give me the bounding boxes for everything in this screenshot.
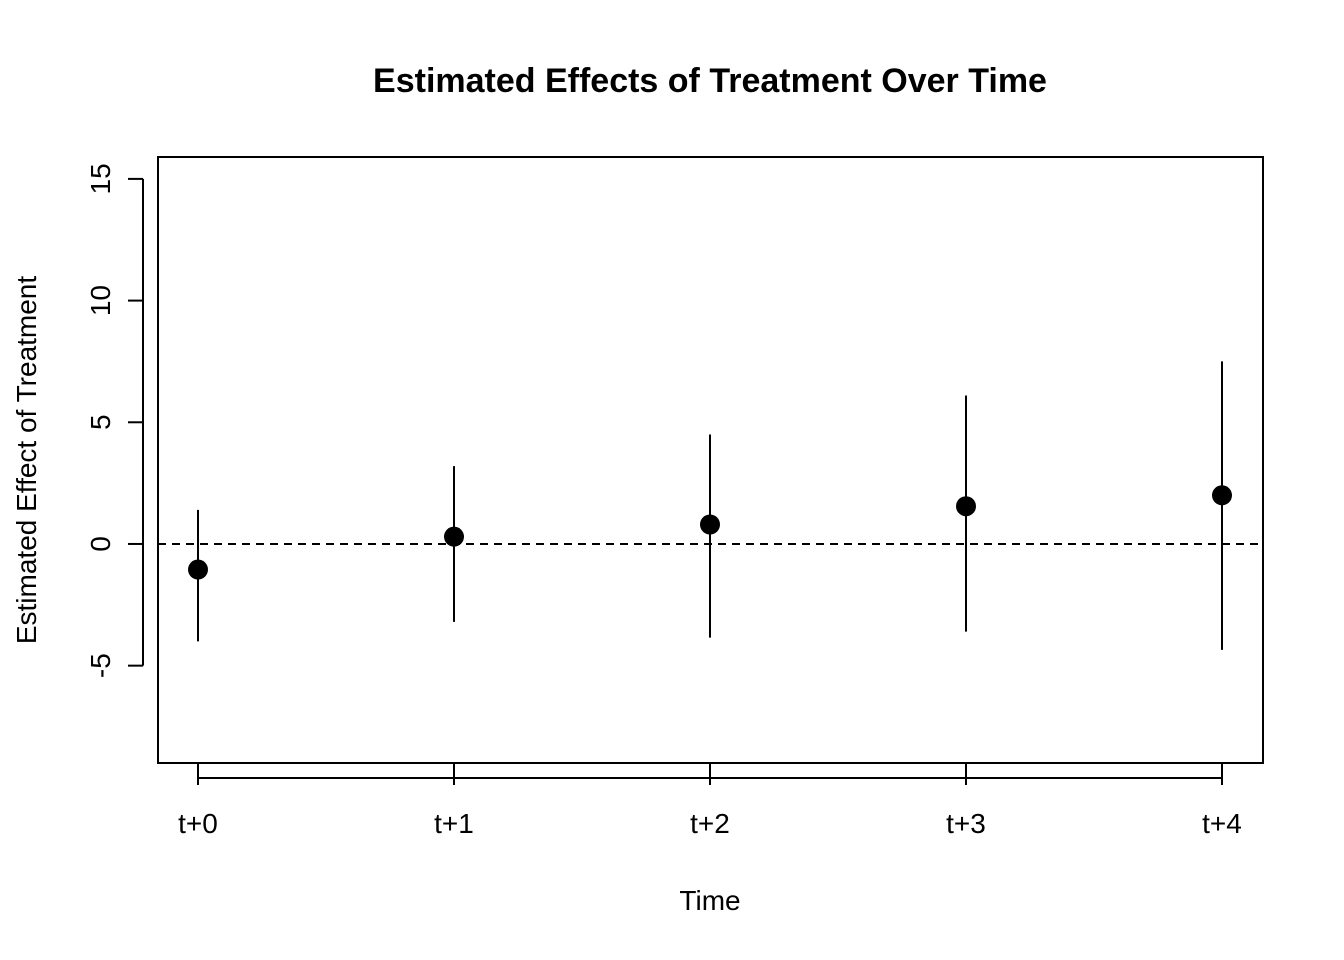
x-axis-label: Time xyxy=(679,885,740,916)
x-tick-label: t+1 xyxy=(434,808,474,839)
estimate-point xyxy=(1212,485,1232,506)
estimate-point xyxy=(444,526,464,547)
y-tick-label: 10 xyxy=(85,285,116,316)
y-tick-label: 15 xyxy=(85,163,116,194)
x-tick-label: t+3 xyxy=(946,808,986,839)
estimate-point xyxy=(188,559,208,580)
estimate-point xyxy=(956,496,976,517)
data-marks xyxy=(188,361,1232,650)
y-axis: -5 0 5 10 15 xyxy=(85,163,144,678)
y-tick-label: 5 xyxy=(85,414,116,430)
x-axis: t+0 t+1 t+2 t+3 t+4 xyxy=(178,763,1242,839)
y-tick-label: -5 xyxy=(85,653,116,678)
y-tick-label: 0 xyxy=(85,536,116,552)
estimate-point xyxy=(700,514,720,535)
x-tick-label: t+2 xyxy=(690,808,730,839)
x-tick-label: t+4 xyxy=(1202,808,1242,839)
y-axis-label: Estimated Effect of Treatment xyxy=(11,276,42,645)
x-tick-label: t+0 xyxy=(178,808,218,839)
chart-title: Estimated Effects of Treatment Over Time xyxy=(373,62,1047,100)
